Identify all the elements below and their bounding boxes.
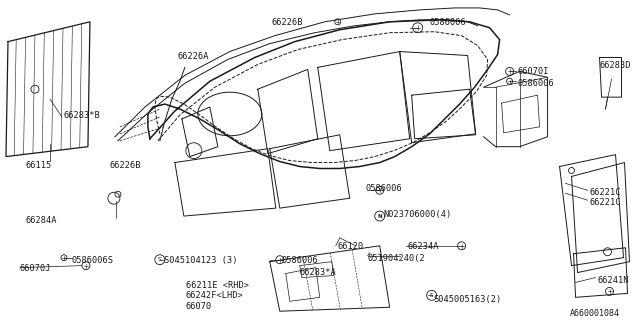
Text: 66221C: 66221C (589, 188, 621, 197)
Text: 66211E <RHD>: 66211E <RHD> (186, 282, 249, 291)
Text: N: N (378, 213, 382, 219)
Text: 66283D: 66283D (600, 61, 631, 70)
Text: S: S (158, 257, 162, 262)
Text: 66226A: 66226A (178, 52, 209, 60)
Text: 0586006: 0586006 (429, 18, 467, 27)
Text: 051904240(2: 051904240(2 (368, 254, 426, 263)
Text: 66284A: 66284A (26, 216, 58, 225)
Text: S045104123 (3): S045104123 (3) (164, 256, 237, 265)
Text: 66283*A: 66283*A (300, 268, 337, 276)
Text: 66226B: 66226B (110, 161, 141, 170)
Text: 0586006: 0586006 (282, 256, 319, 265)
Text: 0586006: 0586006 (365, 184, 403, 193)
Text: 66241N: 66241N (598, 276, 629, 284)
Text: 0586006S: 0586006S (72, 256, 114, 265)
Text: 0586006: 0586006 (518, 79, 554, 88)
Text: 66070J: 66070J (20, 264, 51, 273)
Text: S: S (430, 293, 433, 298)
Text: 66226B: 66226B (272, 18, 303, 27)
Text: N023706000(4): N023706000(4) (384, 210, 452, 219)
Text: 66070: 66070 (186, 302, 212, 311)
Text: S045005163(2): S045005163(2) (434, 295, 502, 304)
Text: 66234A: 66234A (408, 242, 439, 251)
Text: 66283*B: 66283*B (64, 111, 100, 120)
Text: 66070I: 66070I (518, 68, 549, 76)
Text: 66221C: 66221C (589, 198, 621, 207)
Text: 66120: 66120 (338, 242, 364, 251)
Text: 66242F<LHD>: 66242F<LHD> (186, 292, 244, 300)
Text: A660001084: A660001084 (570, 309, 620, 318)
Text: 66115: 66115 (26, 161, 52, 170)
